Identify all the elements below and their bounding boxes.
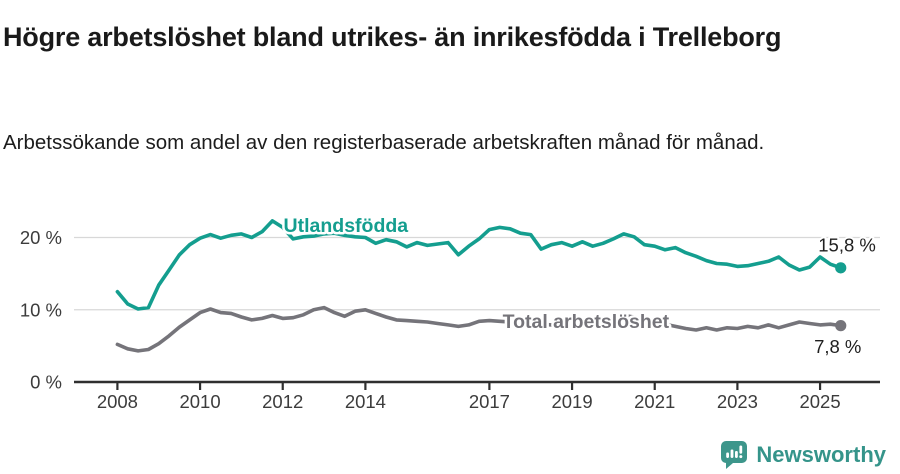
- newsworthy-brand-name: Newsworthy: [756, 441, 886, 467]
- y-axis-tick-label: 20 %: [20, 227, 62, 248]
- x-axis-tick-label: 2014: [345, 391, 386, 412]
- y-axis-tick-label: 0 %: [30, 372, 62, 393]
- x-axis-tick-label: 2025: [799, 391, 840, 412]
- x-axis-tick-label: 2010: [179, 391, 220, 412]
- unemployment-line-chart: 2008 2010 2012 2014 2017 2019 2021 2023 2025 0 % 1…: [20, 213, 880, 412]
- series-label-total-arbetslöshet: Total arbetslöshet: [503, 311, 670, 333]
- newsworthy-brand-link[interactable]: Newsworthy: [720, 440, 886, 469]
- series-end-value-label: 7,8 %: [814, 336, 861, 357]
- x-axis-tick-label: 2019: [551, 391, 592, 412]
- x-axis-tick-label: 2023: [717, 391, 758, 412]
- x-axis-tick-label: 2008: [97, 391, 138, 412]
- series-line-total-arbetslöshet: [115, 305, 843, 353]
- series-end-dot: [835, 320, 847, 332]
- newsworthy-logo-icon: [721, 441, 748, 469]
- y-axis-tick-label: 10 %: [20, 299, 62, 320]
- series-end-value-label: 15,8 %: [818, 235, 876, 256]
- x-axis-tick-label: 2017: [469, 391, 510, 412]
- series-end-dot: [835, 262, 847, 274]
- chart-subtitle: Arbetssökande som andel av den registerb…: [3, 130, 765, 154]
- series-line-utlandsfödda: [115, 219, 843, 311]
- chart-title: Högre arbetslöshet bland utrikes- än inr…: [3, 22, 782, 53]
- x-axis-tick-label: 2021: [634, 391, 675, 412]
- series-label-utlandsfödda: Utlandsfödda: [284, 215, 409, 237]
- x-axis-tick-label: 2012: [262, 391, 303, 412]
